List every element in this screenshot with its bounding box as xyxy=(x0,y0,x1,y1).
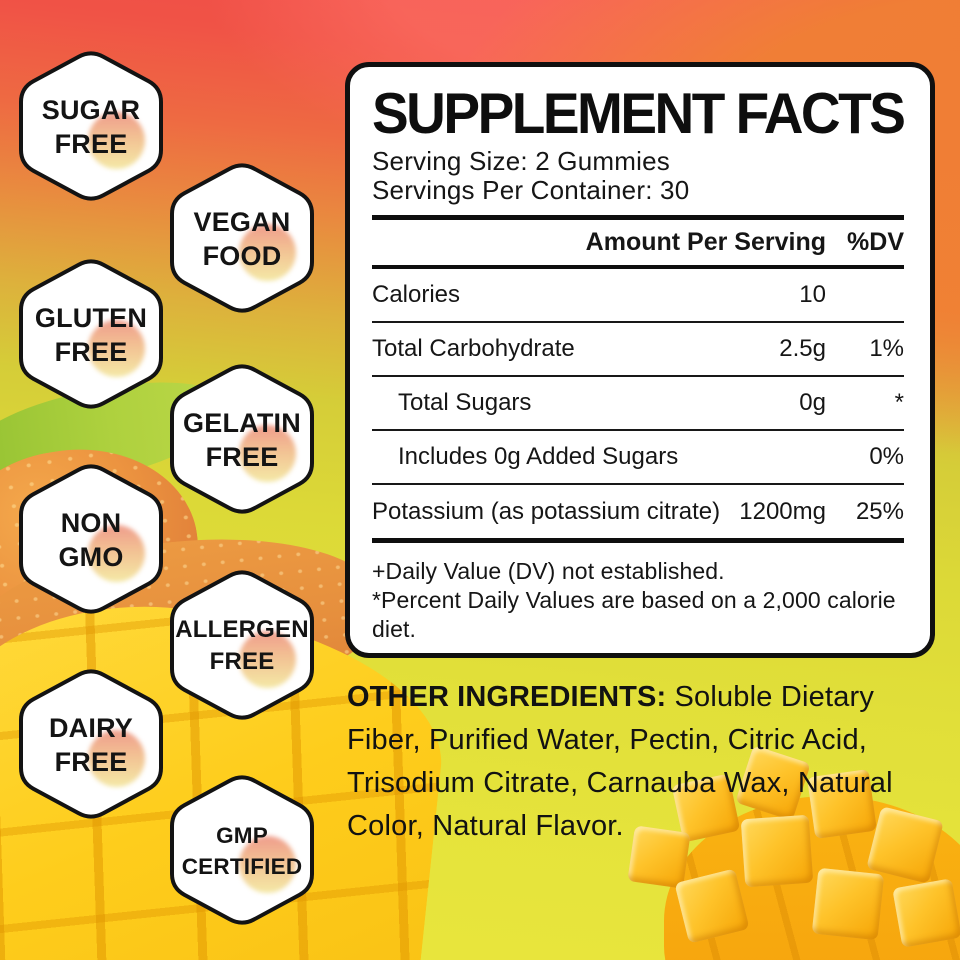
facts-row-total-sugars: Total Sugars 0g * xyxy=(372,377,904,431)
badge-label: NON xyxy=(60,508,122,538)
nutrient-amount: 2.5g xyxy=(779,335,826,362)
facts-row-added-sugars: Includes 0g Added Sugars 0% xyxy=(372,431,904,485)
badge-label: DAIRY xyxy=(48,713,133,743)
badge-label: ALLERGEN xyxy=(175,616,309,643)
mango-cube xyxy=(811,867,885,941)
badge-label: SUGAR xyxy=(41,95,141,125)
other-ingredients-text: Soluble Dietary Fiber, Purified Water, P… xyxy=(347,681,893,842)
badge-label: GMO xyxy=(58,542,124,572)
badge-label: FREE xyxy=(205,442,279,472)
badge-label: GLUTEN xyxy=(34,303,148,333)
badge-gelatin-free: GELATIN FREE xyxy=(168,359,316,519)
other-ingredients-label: OTHER INGREDIENTS: xyxy=(347,681,667,713)
badge-glow xyxy=(239,224,296,281)
badge-allergen-free: ALLERGEN FREE xyxy=(168,565,316,725)
servings-per-container: Servings Per Container: 30 xyxy=(372,175,690,205)
badge-gmp-certified: GMP CERTIFIED xyxy=(168,770,316,930)
other-ingredients: OTHER INGREDIENTS: Soluble Dietary Fiber… xyxy=(347,676,943,848)
facts-column-header: Amount Per Serving %DV xyxy=(372,220,904,269)
badge-label: FREE xyxy=(54,337,128,367)
nutrient-name: Calories xyxy=(372,281,461,308)
serving-info: Serving Size: 2 Gummies Servings Per Con… xyxy=(372,147,904,220)
serving-size: Serving Size: 2 Gummies xyxy=(372,146,670,176)
dv-header: %DV xyxy=(847,228,904,256)
badge-gluten-free: GLUTEN FREE xyxy=(17,254,165,414)
nutrient-dv: 0% xyxy=(869,443,904,470)
badge-glow xyxy=(239,836,296,893)
badge-sugar-free: SUGAR FREE xyxy=(17,46,165,206)
panel-title: SUPPLEMENT FACTS xyxy=(372,80,906,146)
mango-cube xyxy=(892,878,960,948)
badge-label: VEGAN xyxy=(193,207,291,237)
nutrient-dv: * xyxy=(894,389,904,416)
nutrient-amount: 10 xyxy=(799,281,826,308)
nutrient-name: Potassium (as potassium citrate) xyxy=(372,497,721,525)
footnote-percent-daily-values: *Percent Daily Values are based on a 2,0… xyxy=(372,587,896,642)
nutrient-amount: 1200mg xyxy=(739,497,826,525)
facts-row-total-carbohydrate: Total Carbohydrate 2.5g 1% xyxy=(372,323,904,377)
badge-non-gmo: NON GMO xyxy=(17,459,165,619)
supplement-facts-panel: SUPPLEMENT FACTS Serving Size: 2 Gummies… xyxy=(345,62,935,658)
footnote-dv-not-established: +Daily Value (DV) not established. xyxy=(372,558,725,584)
badge-vegan-food: VEGAN FOOD xyxy=(168,158,316,318)
badge-label: GELATIN xyxy=(183,408,301,438)
nutrient-dv: 25% xyxy=(855,497,904,525)
footnotes: +Daily Value (DV) not established. *Perc… xyxy=(372,543,904,644)
badge-glow xyxy=(239,631,296,688)
badge-label: CERTIFIED xyxy=(181,854,303,879)
badge-glow xyxy=(88,730,145,787)
badge-glow xyxy=(88,112,145,169)
badge-label: FOOD xyxy=(202,241,282,271)
nutrient-name: Total Carbohydrate xyxy=(372,335,575,362)
facts-row-potassium: Potassium (as potassium citrate) 1200mg … xyxy=(372,485,904,543)
nutrient-name: Total Sugars xyxy=(398,389,532,416)
nutrient-amount: 0g xyxy=(799,389,826,416)
badge-glow xyxy=(88,525,145,582)
nutrient-name: Includes 0g Added Sugars xyxy=(398,443,679,470)
badge-label: GMP xyxy=(216,823,268,848)
nutrient-dv: 1% xyxy=(869,335,904,362)
badge-label: FREE xyxy=(54,747,128,777)
amount-per-serving-header: Amount Per Serving xyxy=(585,228,826,256)
badge-glow xyxy=(88,320,145,377)
cut-mango-bottom-right xyxy=(625,745,960,960)
facts-row-calories: Calories 10 xyxy=(372,269,904,323)
badge-label: FREE xyxy=(54,129,128,159)
badge-glow xyxy=(239,425,296,482)
badge-dairy-free: DAIRY FREE xyxy=(17,664,165,824)
badge-label: FREE xyxy=(209,648,275,675)
